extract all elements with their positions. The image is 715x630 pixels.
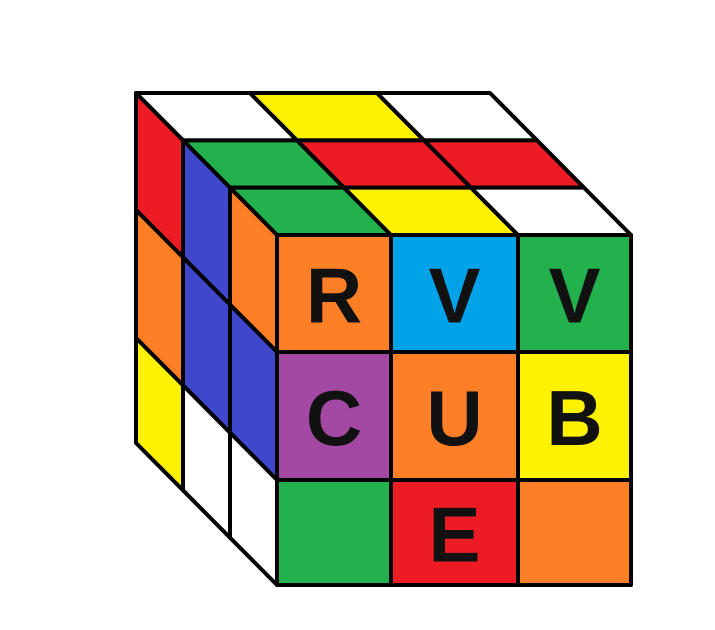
front-sticker-2-0 xyxy=(275,478,393,587)
front-letter-1-2: B xyxy=(546,374,602,462)
front-letter-0-2: V xyxy=(548,252,600,340)
front-letter-0-1: V xyxy=(428,252,480,340)
front-letter-1-1: U xyxy=(426,374,482,462)
top-face xyxy=(134,91,633,237)
front-sticker-2-2 xyxy=(516,478,633,587)
front-face xyxy=(275,233,633,587)
front-letter-0-0: R xyxy=(306,252,362,340)
front-letters: R V VC U BE xyxy=(306,252,603,579)
front-letter-2-1: E xyxy=(428,491,480,579)
front-letter-1-0: C xyxy=(306,374,362,462)
left-face xyxy=(134,91,279,587)
